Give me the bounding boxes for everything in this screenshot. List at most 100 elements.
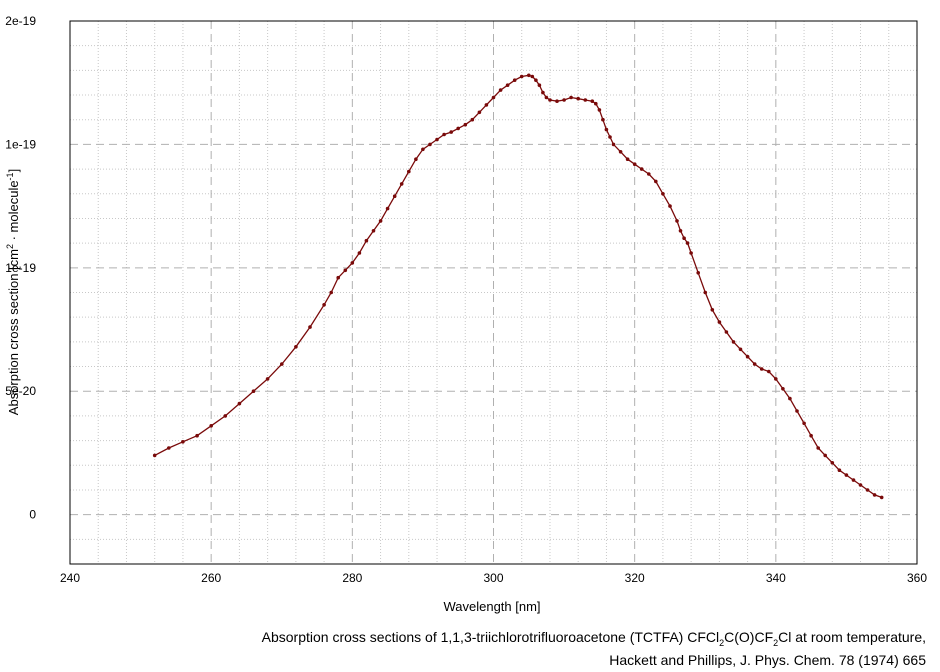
data-point [597, 108, 602, 112]
data-point [795, 409, 799, 413]
data-point [759, 367, 764, 371]
data-point [555, 99, 559, 103]
data-point [703, 290, 708, 295]
data-point [537, 83, 542, 87]
data-point [774, 377, 778, 381]
data-point [830, 461, 835, 465]
data-point [512, 78, 517, 82]
data-point [601, 117, 605, 122]
x-tick-label: 360 [907, 571, 927, 585]
data-point [209, 424, 213, 428]
data-point [527, 73, 531, 78]
data-point [484, 103, 489, 107]
data-point [498, 88, 503, 92]
data-point [280, 362, 284, 366]
data-point [392, 194, 397, 198]
data-point [717, 320, 722, 324]
caption-sub: 2 [773, 637, 779, 648]
data-point [611, 142, 616, 147]
data-point [724, 330, 729, 334]
data-point [689, 251, 693, 255]
data-point [152, 453, 157, 458]
data-point [181, 440, 185, 444]
data-point [788, 396, 792, 401]
data-point [738, 347, 743, 352]
x-tick-label: 280 [342, 571, 362, 585]
data-point [685, 241, 690, 245]
data-point [544, 95, 549, 100]
data-point [625, 157, 630, 161]
data-point [816, 446, 820, 450]
data-point [604, 127, 609, 132]
caption-text: C(O)CF [724, 629, 774, 645]
data-point [590, 99, 595, 103]
x-tick-label: 300 [483, 571, 503, 585]
data-point [541, 90, 545, 95]
data-point [548, 98, 552, 102]
data-point [844, 473, 849, 477]
y-tick-label: 1e-19 [5, 261, 36, 275]
data-point [534, 78, 538, 82]
x-tick-label: 320 [625, 571, 645, 585]
caption-line-2: Hackett and Phillips, J. Phys. Chem. 78 … [609, 652, 926, 668]
y-axis-title: Absorption cross section [cm2 · molecule… [5, 169, 21, 415]
y-tick-label: 0 [29, 508, 36, 522]
data-point [251, 389, 256, 394]
data-point [618, 150, 623, 154]
y-tick-label: 2e-19 [5, 14, 36, 28]
data-point [357, 251, 362, 255]
data-point [576, 96, 580, 101]
data-point [505, 83, 510, 87]
data-point [858, 483, 863, 487]
data-point [569, 95, 573, 100]
data-point [675, 219, 679, 223]
data-point [378, 219, 383, 223]
grid [70, 21, 917, 565]
data-point [308, 325, 312, 329]
data-point [678, 229, 683, 233]
series-line [154, 74, 882, 499]
data-point [594, 101, 598, 106]
data-point [195, 433, 199, 438]
data-point [491, 95, 496, 100]
data-point [710, 308, 715, 312]
x-tick-label: 240 [60, 571, 80, 585]
y-axis-title-part: ] [6, 169, 21, 173]
data-point [837, 468, 842, 473]
data-point [350, 261, 355, 265]
data-point [237, 401, 242, 406]
data-point [442, 132, 446, 137]
y-axis-title-sup: 2 [5, 244, 15, 249]
data-point [407, 169, 411, 174]
data-point [329, 290, 334, 295]
data-point [647, 172, 651, 176]
data-point [608, 135, 612, 139]
data-point [752, 362, 757, 366]
y-axis-title-part: Absorption cross section [cm [6, 249, 21, 415]
plot-frame [69, 20, 918, 565]
data-point [781, 387, 785, 391]
data-point [421, 147, 425, 152]
data-point [343, 268, 348, 273]
data-point [583, 98, 588, 102]
data-point [449, 130, 454, 134]
data-point [668, 204, 672, 208]
data-point [639, 167, 644, 171]
y-axis-title-part: · molecule [6, 180, 21, 244]
data-point [802, 421, 806, 426]
data-point [294, 345, 298, 349]
data-point [865, 488, 870, 492]
data-point [223, 414, 228, 418]
data-point [809, 433, 813, 438]
data-point [654, 179, 658, 184]
data-point [661, 192, 665, 196]
caption-text: Absorption cross sections of 1,1,3-triic… [261, 629, 720, 645]
data-point [823, 453, 827, 458]
y-tick-label: 5e-20 [5, 384, 36, 398]
caption-text: Cl at room temperature, [778, 629, 926, 645]
data-point [632, 162, 637, 166]
data-point [851, 478, 856, 482]
data-point [428, 142, 432, 147]
x-tick-label: 340 [766, 571, 786, 585]
